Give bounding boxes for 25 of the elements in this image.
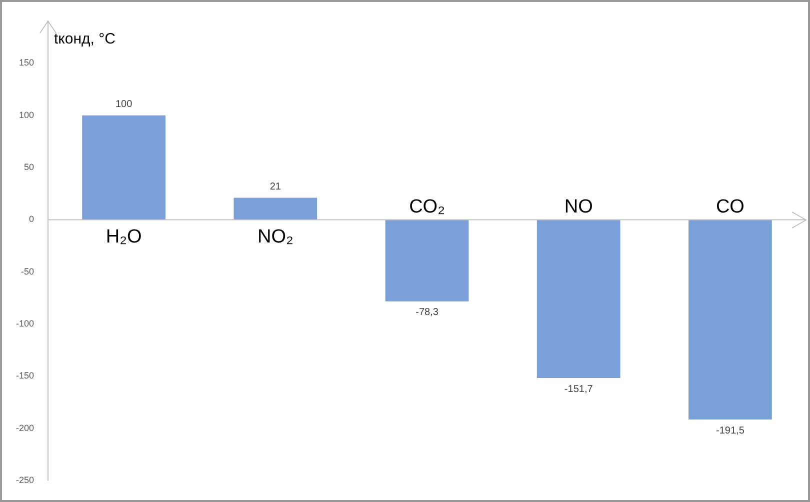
y-tick-label: -150 bbox=[16, 370, 34, 381]
y-tick-label: 0 bbox=[29, 214, 34, 224]
y-tick-label: -250 bbox=[16, 475, 34, 486]
y-tick-label: 100 bbox=[18, 110, 34, 120]
bar bbox=[536, 220, 620, 378]
x-tick-label: NO₂ bbox=[257, 226, 294, 248]
y-tick-label: -50 bbox=[21, 266, 34, 276]
data-label: -191,5 bbox=[716, 425, 745, 436]
bar bbox=[234, 198, 318, 220]
data-label: 21 bbox=[270, 182, 282, 193]
data-label: -151,7 bbox=[564, 384, 594, 395]
x-tick-label: H₂O bbox=[106, 226, 142, 248]
data-label: 100 bbox=[115, 99, 133, 110]
y-axis-title: tконд, °C bbox=[54, 30, 116, 48]
x-tick-label: NO bbox=[564, 196, 593, 218]
y-tick-label: -200 bbox=[16, 422, 34, 433]
x-tick-label: CO₂ bbox=[409, 196, 445, 218]
y-tick-label: -100 bbox=[16, 318, 34, 329]
bar bbox=[688, 220, 772, 420]
y-tick-label: 50 bbox=[24, 162, 34, 172]
bar bbox=[385, 220, 469, 302]
y-tick-label: 150 bbox=[18, 58, 34, 68]
bar bbox=[82, 115, 166, 220]
data-label: -78,3 bbox=[416, 307, 439, 318]
x-tick-label: CO bbox=[716, 196, 744, 218]
